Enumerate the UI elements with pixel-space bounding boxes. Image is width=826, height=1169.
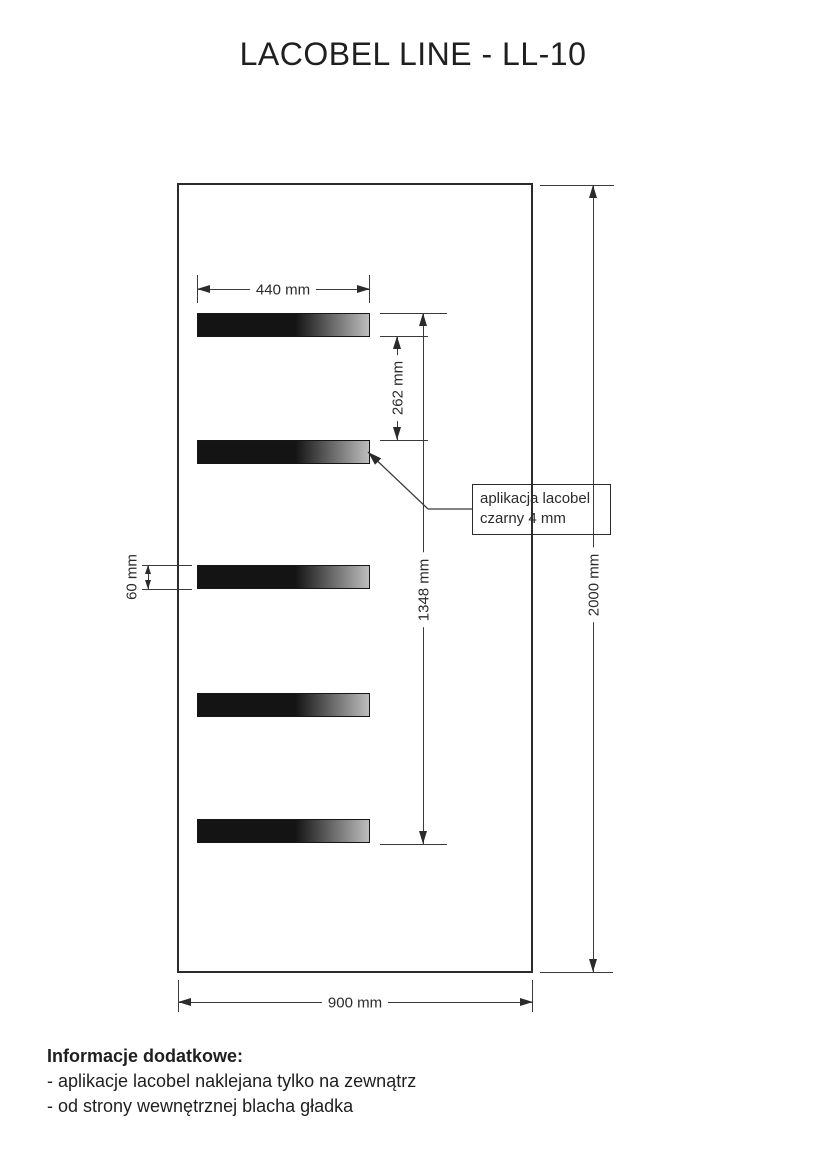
- dim-label-panel-width: 900 mm: [321, 994, 389, 1012]
- additional-info-heading: Informacje dodatkowe:: [47, 1046, 244, 1066]
- callout-line2: czarny 4 mm: [480, 510, 566, 527]
- callout-leader-line: [367, 451, 472, 510]
- arrowhead-down-icon: [145, 580, 151, 589]
- extension-line: [178, 980, 179, 1012]
- arrowhead-right-icon: [357, 285, 370, 293]
- dim-label-panel-height: 2000 mm: [585, 547, 603, 623]
- arrowhead-right-icon: [520, 998, 533, 1006]
- extension-line: [380, 844, 447, 845]
- arrowhead-left-icon: [178, 998, 191, 1006]
- additional-info: Informacje dodatkowe: - aplikacje lacobe…: [47, 1044, 416, 1119]
- arrowhead-down-icon: [419, 831, 427, 844]
- dim-label-stripes-span: 1348 mm: [415, 552, 433, 628]
- arrowhead-up-icon: [145, 565, 151, 574]
- arrowhead-diagonal-icon: [368, 452, 382, 465]
- arrowhead-down-icon: [589, 959, 597, 972]
- extension-line: [540, 972, 613, 973]
- lacobel-stripe-4: [197, 693, 370, 717]
- additional-info-item: - od strony wewnętrznej blacha gładka: [47, 1096, 354, 1116]
- lacobel-stripe-2: [197, 440, 370, 464]
- additional-info-item: - aplikacje lacobel naklejana tylko na z…: [47, 1071, 417, 1091]
- dimension-line: [148, 565, 149, 589]
- callout-line1: aplikacja lacobel: [480, 490, 591, 507]
- arrowhead-down-icon: [393, 427, 401, 440]
- arrowhead-up-icon: [589, 185, 597, 198]
- extension-line: [380, 440, 428, 441]
- extension-line: [532, 980, 533, 1012]
- arrowhead-up-icon: [419, 313, 427, 326]
- extension-line: [142, 589, 192, 590]
- lacobel-stripe-3: [197, 565, 370, 589]
- callout-box: aplikacja lacobel czarny 4 mm: [472, 484, 611, 535]
- lacobel-stripe-1: [197, 313, 370, 337]
- dim-label-stripe-width: 440 mm: [249, 281, 317, 299]
- dim-label-stripe-height: 60 mm: [123, 551, 141, 603]
- drawing-title: LACOBEL LINE - LL-10: [239, 36, 587, 72]
- lacobel-stripe-5: [197, 819, 370, 843]
- arrowhead-up-icon: [393, 336, 401, 349]
- extension-line: [142, 565, 192, 566]
- arrowhead-left-icon: [197, 285, 210, 293]
- extension-line: [380, 336, 428, 337]
- extension-line: [540, 185, 614, 186]
- dim-label-stripe-gap: 262 mm: [389, 354, 407, 422]
- extension-line: [380, 313, 447, 314]
